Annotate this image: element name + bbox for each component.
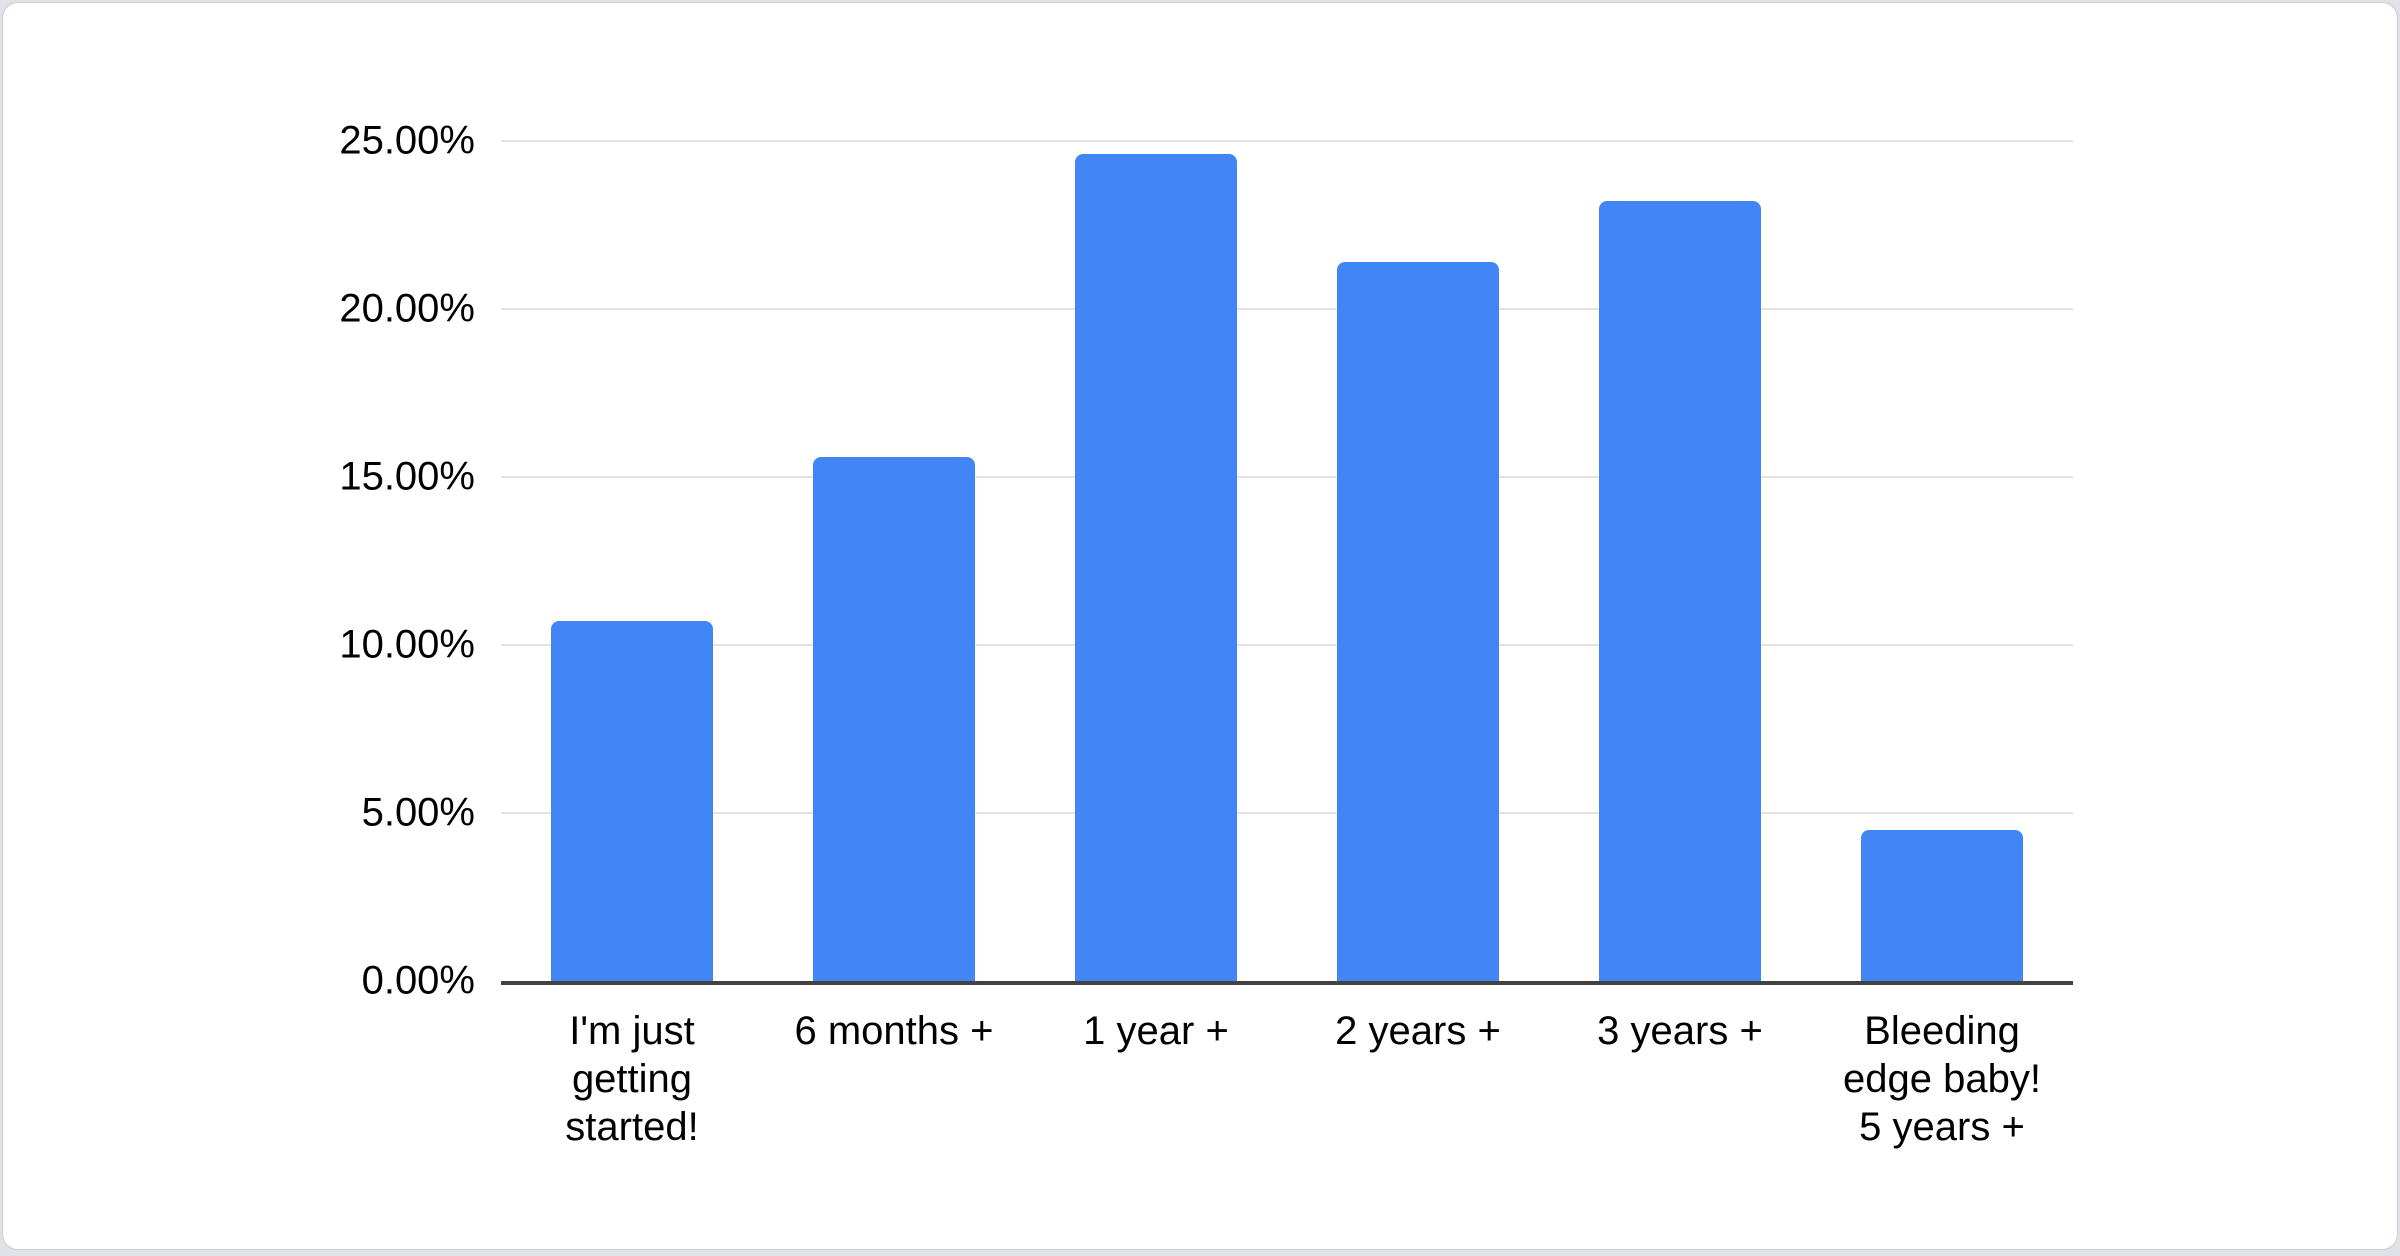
bar (1861, 829, 2023, 981)
bar (1337, 261, 1499, 981)
y-tick-label: 25.00% (339, 118, 475, 163)
x-category-label: 6 months + (794, 1009, 994, 1053)
x-category: Bleeding edge baby! 5 years + (1811, 1007, 2073, 1151)
y-tick-label: 10.00% (339, 622, 475, 667)
plot-area (501, 140, 2073, 985)
bar-column (763, 141, 1025, 981)
bar-column (1811, 141, 2073, 981)
bar (1599, 201, 1761, 981)
x-category-label: I'm just getting started! (565, 1009, 699, 1149)
gridline (501, 140, 2073, 142)
y-tick-label: 20.00% (339, 286, 475, 331)
x-category-label: 2 years + (1335, 1009, 1501, 1053)
bar-column (501, 141, 763, 981)
gridline (501, 644, 2073, 646)
gridline (501, 476, 2073, 478)
x-category: 6 months + (763, 1007, 1025, 1151)
bar-column (1549, 141, 1811, 981)
y-tick-label: 15.00% (339, 454, 475, 499)
gridline (501, 812, 2073, 814)
bar (813, 456, 975, 981)
x-category-label: 1 year + (1083, 1009, 1229, 1053)
x-category-label: Bleeding edge baby! 5 years + (1843, 1009, 2041, 1149)
x-category-label: 3 years + (1597, 1009, 1763, 1053)
bar (551, 621, 713, 981)
x-category: 2 years + (1287, 1007, 1549, 1151)
y-tick-label: 5.00% (361, 790, 475, 835)
bars-container (501, 141, 2073, 981)
bar-column (1025, 141, 1287, 981)
bar (1075, 154, 1237, 981)
bar-column (1287, 141, 1549, 981)
x-category: I'm just getting started! (501, 1007, 763, 1151)
y-tick-label: 0.00% (361, 958, 475, 1003)
x-category: 1 year + (1025, 1007, 1287, 1151)
x-category: 3 years + (1549, 1007, 1811, 1151)
gridline (501, 308, 2073, 310)
y-axis: 0.00% 5.00% 10.00% 15.00% 20.00% 25.00% (3, 3, 475, 1249)
x-axis: I'm just getting started! 6 months + 1 yea… (501, 1007, 2073, 1151)
